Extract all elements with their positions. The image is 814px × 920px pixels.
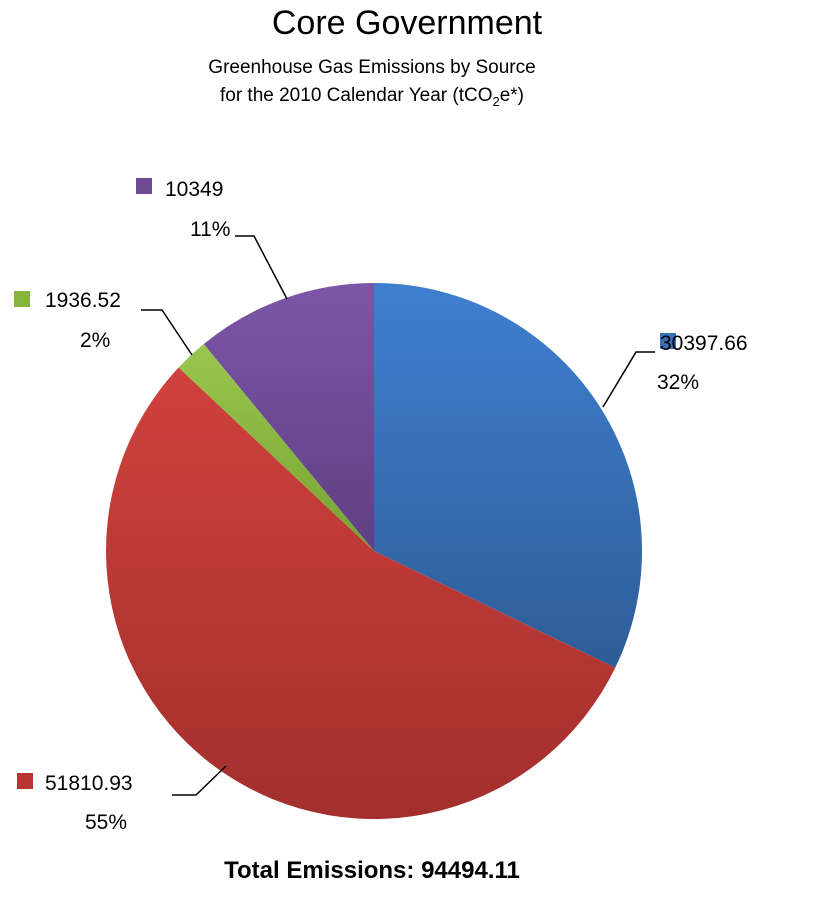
leader-lines: [141, 235, 655, 796]
slice-30397-66: [374, 283, 642, 668]
slice-51810-93: [105, 367, 616, 820]
percent-label: 11%: [190, 218, 230, 241]
percent-label: 2%: [80, 329, 110, 352]
leader-line: [141, 309, 193, 356]
legend-key-square: [136, 178, 152, 194]
pie-slices: [105, 283, 642, 820]
data-labels: 30397.66 32% 51810.93 55% 1936.52 2% 10349 11%: [14, 178, 748, 834]
value-label: 51810.93: [45, 772, 133, 795]
total-emissions: Total Emissions: 94494.11: [224, 857, 520, 884]
chart-subtitle: Greenhouse Gas Emissions by Source for t…: [0, 54, 744, 116]
subtitle-line-1: Greenhouse Gas Emissions by Source: [208, 57, 536, 78]
legend-key-square: [660, 333, 676, 349]
subtitle-line-2-suffix: e*): [499, 85, 525, 106]
legend-key-square: [14, 291, 30, 307]
slice-1936-52: [178, 343, 374, 551]
value-label: 1936.52: [45, 289, 121, 312]
leader-line: [602, 351, 655, 408]
percent-label: 55%: [85, 811, 127, 834]
leader-line: [235, 235, 288, 300]
slice-10349: [203, 283, 374, 551]
subtitle-subscript: 2: [492, 93, 500, 109]
value-label: 30397.66: [660, 332, 748, 355]
chart-title: Core Government: [271, 4, 543, 42]
subtitle-line-2: for the 2010 Calendar Year (tCO2e*): [0, 82, 744, 116]
legend-key-square: [17, 773, 33, 789]
percent-label: 32%: [657, 371, 699, 394]
subtitle-line-2-prefix: for the 2010 Calendar Year (tCO: [219, 85, 493, 106]
leader-line: [172, 765, 227, 796]
value-label: 10349: [165, 178, 223, 201]
